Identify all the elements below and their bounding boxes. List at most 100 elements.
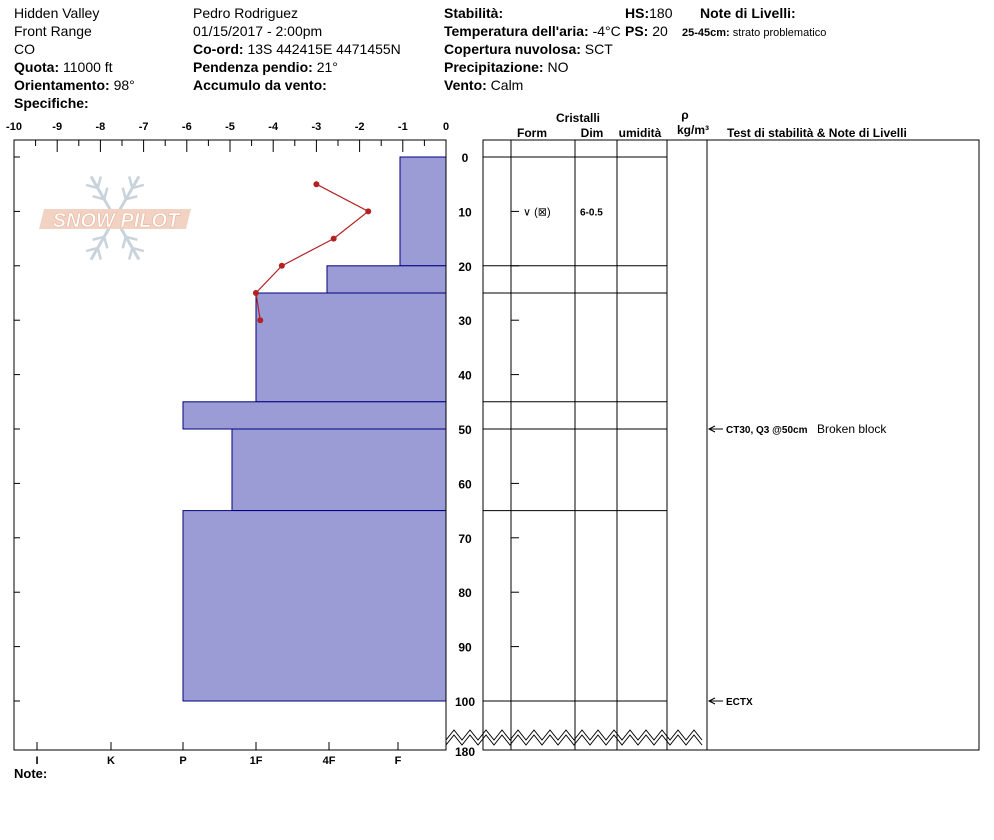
snowflake-branch xyxy=(96,247,103,260)
cloud-value: SCT xyxy=(584,41,613,57)
temperature-point xyxy=(330,235,337,242)
depth-label: 30 xyxy=(458,314,472,328)
precipitation: Precipitazione: NO xyxy=(444,58,568,76)
hs: HS:180 xyxy=(625,4,672,22)
logo-text: SNOW PILOT xyxy=(53,210,181,232)
precip-value: NO xyxy=(547,59,569,75)
temperature-point xyxy=(278,262,285,269)
temperature-profile xyxy=(252,181,372,324)
layer-table: Cristalli Form Dim umidità ρkg/m³ Test di sta… xyxy=(445,108,980,751)
depth-label: 60 xyxy=(458,477,472,491)
layer-notes-label: Note di Livelli: xyxy=(700,5,796,21)
snowflake-branch xyxy=(102,236,109,249)
depth-break-zigzag xyxy=(445,729,703,741)
hardness-layer xyxy=(182,401,447,430)
temp-tick-label: -7 xyxy=(139,121,149,133)
depth-break-zigzag xyxy=(445,734,703,746)
depth-label: 90 xyxy=(458,641,472,655)
depth-bottom-label: 180 xyxy=(455,745,475,759)
slope: Pendenza pendio: 21° xyxy=(193,58,338,76)
coord-value: 13S 442415E 4471455N xyxy=(247,41,401,57)
hardness-layer xyxy=(182,510,447,702)
temp-tick-label: -5 xyxy=(225,121,235,133)
depth-label: 40 xyxy=(458,369,472,383)
notes-label: Note: xyxy=(14,766,47,781)
hardness-label: K xyxy=(107,755,115,767)
size-header: Dim xyxy=(581,126,604,140)
test-code: CT30, Q3 @50cm xyxy=(726,425,808,436)
elevation-label: Quota: xyxy=(14,59,60,75)
test-note: Broken block xyxy=(817,422,887,436)
profile-axes: -10 -9 -8 -7 -6 -5 -4 -3 -2 -1 0I K P 1F 4F F0102030405… xyxy=(6,121,475,767)
form-header: Form xyxy=(517,126,547,140)
snowflake-branch xyxy=(121,187,128,200)
test-code: ECTX xyxy=(726,697,753,708)
snowflake-branch xyxy=(121,236,128,249)
location: Hidden Valley xyxy=(14,5,100,21)
specifics: Specifiche: xyxy=(14,94,89,112)
snowflake-branch xyxy=(127,247,134,260)
test-arrow-head xyxy=(707,697,716,705)
hardness-label: P xyxy=(179,755,186,767)
layer-notes-title: Note di Livelli: xyxy=(700,4,796,22)
depth-label: 10 xyxy=(458,205,472,219)
depth-label: 70 xyxy=(458,532,472,546)
snowflake-branch xyxy=(85,183,99,190)
temp-tick-label: -9 xyxy=(52,121,62,133)
precip-label: Precipitazione: xyxy=(444,59,544,75)
range: Front Range xyxy=(14,23,92,39)
crystal-form: ∨ (⊠) xyxy=(523,206,551,218)
density-symbol: ρ xyxy=(681,108,688,122)
specifics-label: Specifiche: xyxy=(14,95,89,111)
air-temp-label: Temperatura dell'aria: xyxy=(444,23,589,39)
hardness-label: 1F xyxy=(250,755,263,767)
wind-value: Calm xyxy=(490,77,524,93)
temp-tick-label: -3 xyxy=(312,121,322,133)
hs-value: 180 xyxy=(649,5,673,21)
ps-label: PS: xyxy=(625,23,649,39)
hardness-label: F xyxy=(395,755,402,767)
hardness-layer xyxy=(399,156,447,267)
layer-note-text: strato problematico xyxy=(732,27,827,39)
state: CO xyxy=(14,41,35,57)
crystals-header: Cristalli xyxy=(556,111,600,125)
coordinates: Co-ord: 13S 442415E 4471455N xyxy=(193,40,401,58)
snowflake-branch xyxy=(85,246,99,253)
aspect-value: 98° xyxy=(113,77,135,93)
cloud-cover: Copertura nuvolosa: SCT xyxy=(444,40,613,58)
snowflake-branch xyxy=(96,176,103,189)
temp-tick-label: 0 xyxy=(443,121,449,133)
moisture-header: umidità xyxy=(619,126,662,140)
snowflake-branch xyxy=(92,194,105,201)
wind: Vento: Calm xyxy=(444,76,523,94)
snowflake-branch xyxy=(92,235,105,242)
wind-loading: Accumulo da vento: xyxy=(193,76,327,94)
depth-label: 100 xyxy=(455,695,475,709)
temp-tick-label: -2 xyxy=(355,121,365,133)
temp-tick-label: -6 xyxy=(182,121,192,133)
temp-tick-label: -8 xyxy=(96,121,106,133)
temp-tick-label: -10 xyxy=(6,121,22,133)
cloud-label: Copertura nuvolosa: xyxy=(444,41,581,57)
snowflake-branch xyxy=(125,194,138,201)
hardness-layers xyxy=(182,156,447,702)
footer: Note: xyxy=(14,766,47,781)
density-unit: kg/m³ xyxy=(677,123,709,137)
snowflake-branch xyxy=(127,176,134,189)
coord-label: Co-ord: xyxy=(193,41,244,57)
temperature-line xyxy=(255,183,370,321)
temperature-point xyxy=(257,317,264,324)
logo-banner xyxy=(39,209,191,229)
temperature-point xyxy=(313,181,320,188)
snowpilot-logo: SNOW PILOT xyxy=(39,175,191,261)
temperature-point xyxy=(365,208,372,215)
depth-label: 80 xyxy=(458,586,472,600)
temp-tick-label: -1 xyxy=(398,121,408,133)
slope-value: 21° xyxy=(316,59,338,75)
profile-header: Hidden Valley Front Range CO Quota: 1100… xyxy=(0,0,994,115)
snowflake-branch xyxy=(131,183,145,190)
layer-note: 25-45cm: strato problematico xyxy=(682,24,826,42)
slope-label: Pendenza pendio: xyxy=(193,59,313,75)
snowflake-branch xyxy=(102,187,109,200)
